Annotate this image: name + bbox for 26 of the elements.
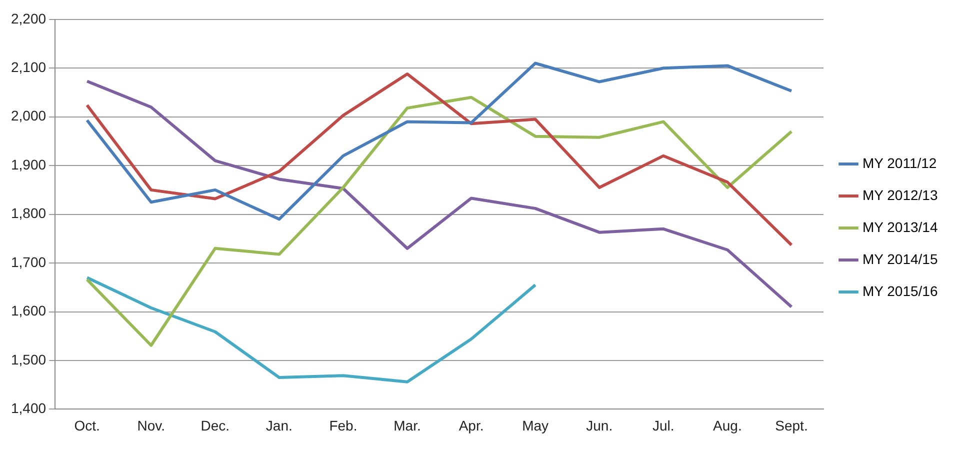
x-tick-label: Feb. (329, 417, 358, 434)
legend-label: MY 2012/13 (862, 186, 938, 203)
y-tick-label: 1,400 (10, 400, 46, 416)
y-tick-label: 2,000 (10, 108, 46, 124)
y-tick-label: 1,700 (10, 254, 46, 270)
y-tick-label: 1,800 (10, 205, 46, 222)
y-tick-label: 1,900 (10, 156, 46, 172)
y-tick-label: 1,600 (10, 302, 46, 319)
x-tick-label: Dec. (200, 417, 230, 434)
legend-label: MY 2013/14 (862, 218, 938, 235)
y-tick-label: 1,500 (10, 351, 46, 368)
legend-label: MY 2014/15 (862, 250, 938, 267)
x-tick-label: Apr. (458, 417, 484, 434)
x-tick-label: Nov. (137, 417, 165, 434)
x-tick-label: Oct. (74, 417, 100, 434)
x-tick-label: Jun. (586, 417, 613, 434)
y-tick-label: 2,200 (10, 10, 46, 26)
x-tick-label: May (522, 417, 549, 434)
x-tick-label: Aug. (713, 417, 742, 434)
x-tick-label: Mar. (394, 417, 421, 434)
x-tick-label: Sept. (775, 417, 808, 434)
legend-label: MY 2011/12 (862, 154, 937, 171)
legend-label: MY 2015/16 (862, 282, 938, 299)
y-tick-label: 2,100 (10, 58, 46, 75)
x-tick-label: Jan. (266, 417, 292, 434)
x-tick-label: Jul. (652, 417, 674, 434)
